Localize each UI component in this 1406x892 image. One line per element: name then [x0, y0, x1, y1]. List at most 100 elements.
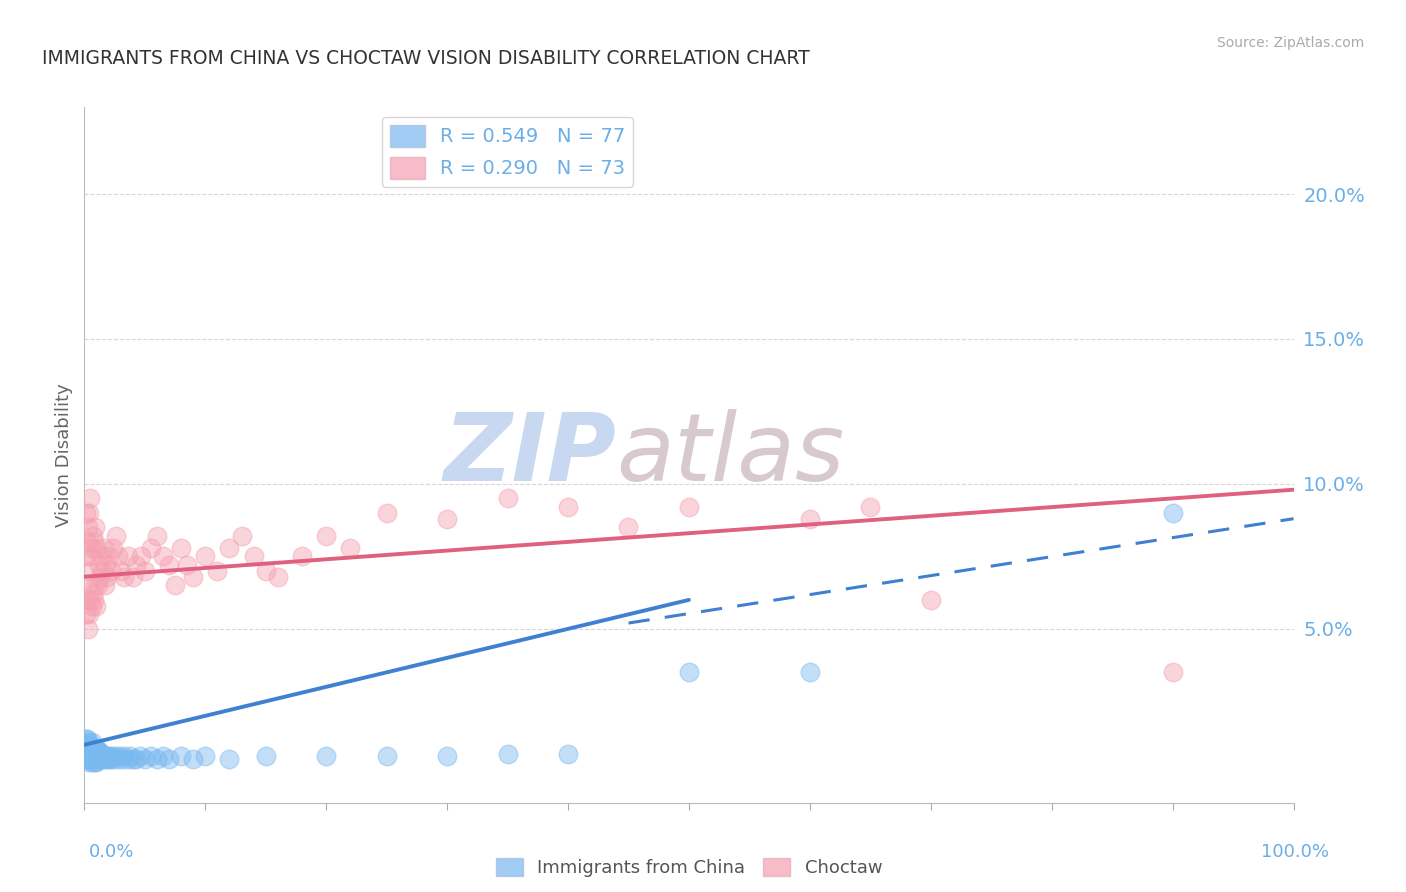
Point [91, 752, 114, 766]
Point [76, 738, 98, 752]
Point [104, 529, 127, 543]
Point [121, 570, 143, 584]
Point [859, 500, 882, 514]
Point [80, 749, 103, 764]
Point [557, 747, 579, 761]
Point [117, 752, 139, 766]
Point [218, 541, 240, 555]
Point [86, 578, 108, 592]
Point [90, 752, 112, 766]
Point [76, 752, 98, 766]
Point [80, 541, 103, 555]
Point [75, 731, 97, 746]
Point [91, 747, 114, 761]
Point [80, 735, 103, 749]
Point [254, 749, 277, 764]
Point [110, 564, 132, 578]
Point [100, 564, 122, 578]
Point [86, 599, 108, 613]
Point [75, 506, 97, 520]
Point [86, 749, 108, 764]
Point [165, 578, 187, 592]
Point [105, 752, 128, 766]
Point [77, 607, 100, 622]
Point [107, 549, 129, 564]
Point [170, 749, 193, 764]
Point [139, 541, 162, 555]
Point [254, 564, 277, 578]
Point [170, 541, 193, 555]
Point [120, 749, 142, 764]
Point [207, 564, 229, 578]
Point [76, 592, 98, 607]
Point [76, 535, 98, 549]
Text: Source: ZipAtlas.com: Source: ZipAtlas.com [1216, 36, 1364, 50]
Point [82, 740, 104, 755]
Point [87, 744, 110, 758]
Point [231, 529, 253, 543]
Text: 100.0%: 100.0% [1261, 843, 1329, 861]
Text: ZIP: ZIP [443, 409, 616, 501]
Point [75, 549, 97, 564]
Point [112, 749, 135, 764]
Point [152, 549, 174, 564]
Point [146, 752, 169, 766]
Point [77, 740, 100, 755]
Point [96, 570, 118, 584]
Point [77, 735, 100, 749]
Point [77, 506, 100, 520]
Point [181, 752, 204, 766]
Point [678, 665, 700, 680]
Point [79, 592, 101, 607]
Point [90, 549, 112, 564]
Point [77, 740, 100, 755]
Point [77, 564, 100, 578]
Point [84, 755, 107, 769]
Text: 0.0%: 0.0% [89, 843, 134, 861]
Point [134, 564, 156, 578]
Point [75, 607, 97, 622]
Point [125, 558, 148, 573]
Point [678, 500, 700, 514]
Point [799, 665, 821, 680]
Point [194, 549, 217, 564]
Point [77, 747, 100, 761]
Point [97, 749, 120, 764]
Point [80, 755, 103, 769]
Point [82, 752, 104, 766]
Point [94, 558, 117, 573]
Point [617, 520, 640, 534]
Point [79, 549, 101, 564]
Point [89, 749, 111, 764]
Point [84, 747, 107, 761]
Point [84, 578, 107, 592]
Point [104, 749, 127, 764]
Point [80, 744, 103, 758]
Point [86, 755, 108, 769]
Point [75, 738, 97, 752]
Point [103, 541, 125, 555]
Point [77, 752, 100, 766]
Point [315, 529, 337, 543]
Point [436, 749, 458, 764]
Point [799, 512, 821, 526]
Point [242, 549, 264, 564]
Point [129, 749, 152, 764]
Point [129, 549, 152, 564]
Point [315, 749, 337, 764]
Point [79, 747, 101, 761]
Point [94, 752, 117, 766]
Legend: Immigrants from China, Choctaw: Immigrants from China, Choctaw [488, 850, 890, 884]
Point [152, 749, 174, 764]
Point [83, 740, 105, 755]
Point [1161, 506, 1184, 520]
Point [77, 520, 100, 534]
Point [108, 749, 131, 764]
Point [117, 549, 139, 564]
Point [83, 535, 105, 549]
Point [139, 749, 162, 764]
Point [91, 564, 114, 578]
Text: atlas: atlas [616, 409, 845, 500]
Point [77, 622, 100, 636]
Point [79, 738, 101, 752]
